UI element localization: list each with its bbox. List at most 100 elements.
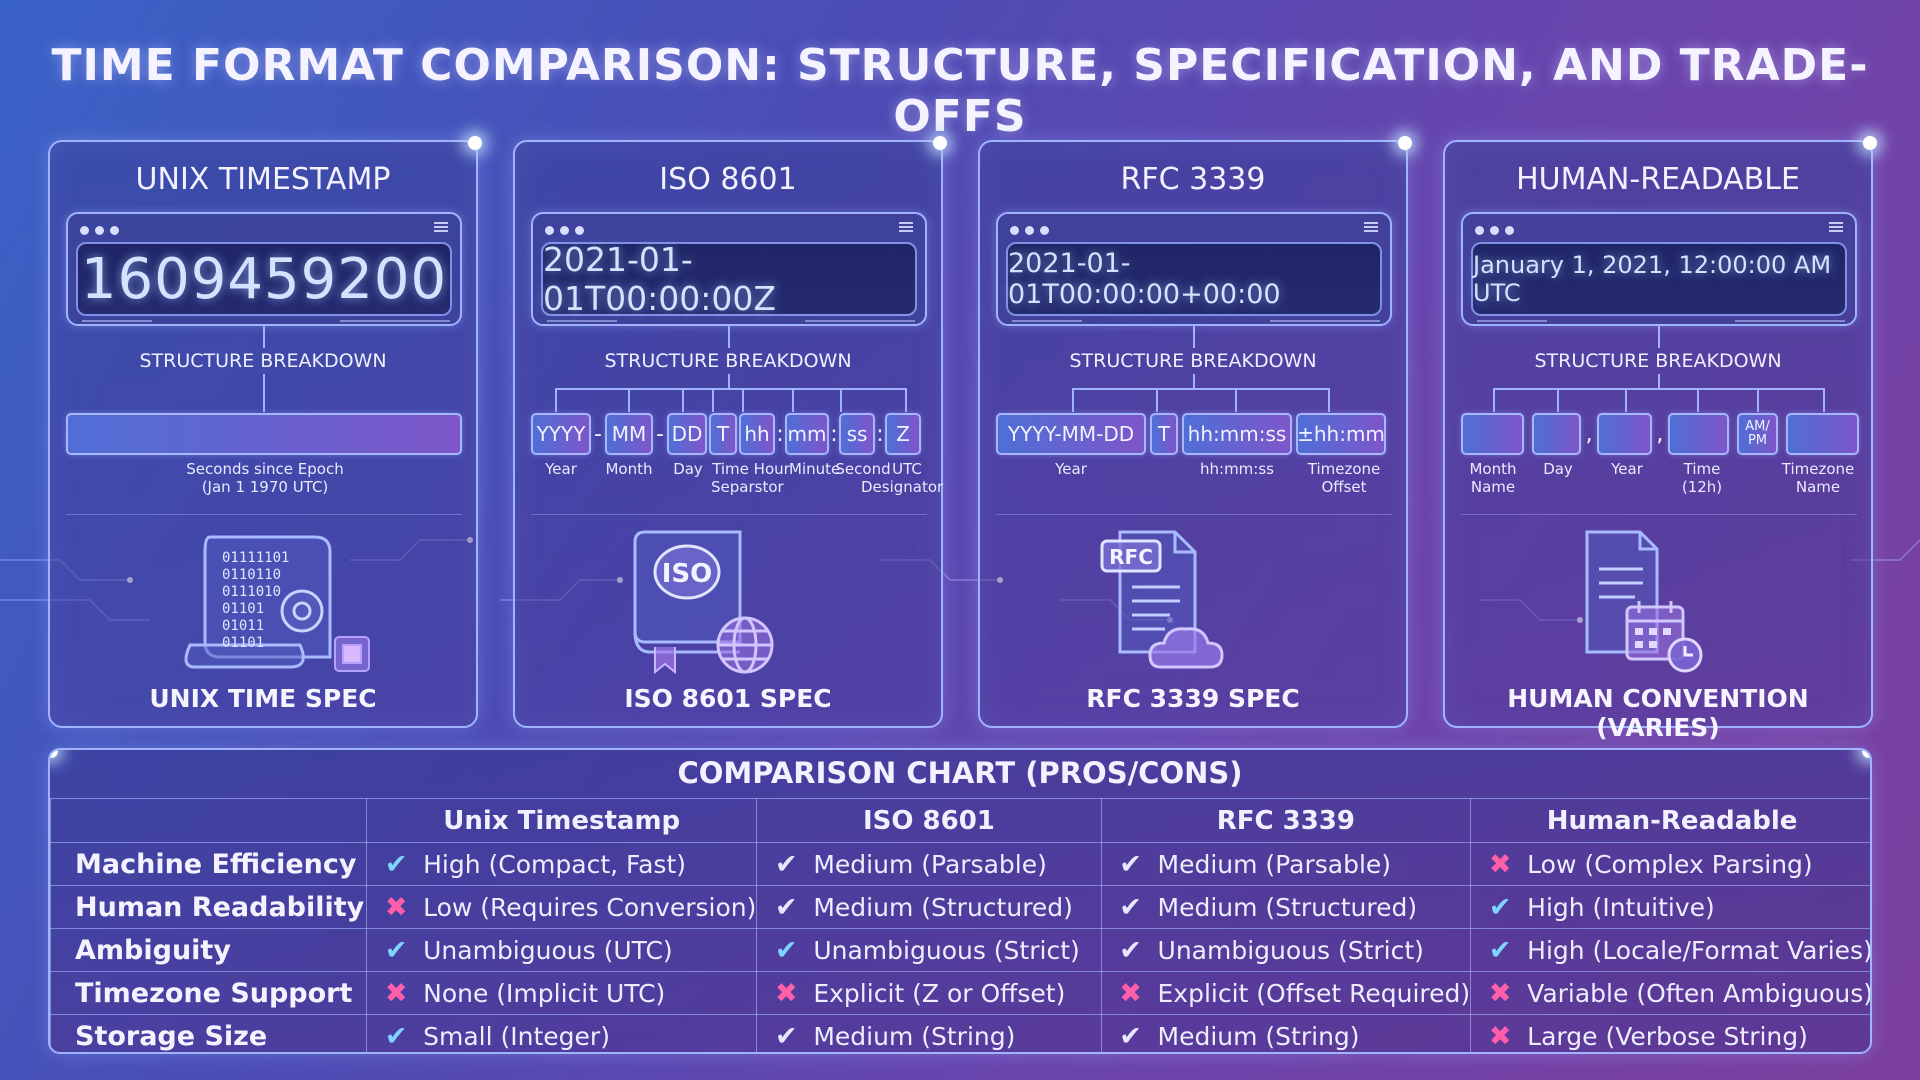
table-cell: ✔ Unambiguous (Strict) [756,928,1102,972]
table-cell: ✔ High (Locale/Format Varies) [1470,928,1872,972]
table-cell: ✔ Unambiguous (Strict) [1100,928,1472,972]
table-cell: ✔ Unambiguous (UTC) [366,928,758,972]
segment-timezone-name [1786,413,1859,455]
segment-labels: Seconds since Epoch (Jan 1 1970 UTC) [66,460,464,504]
separator: - [656,421,664,447]
cell-text: Explicit (Offset Required) [1157,978,1471,1008]
row-label: Human Readability [50,885,368,929]
card-unix-timestamp: UNIX TIMESTAMP 1609459200 STRUCTURE BREA… [48,136,482,728]
document-calendar-clock-icon [1545,527,1775,677]
cross-icon: ✖ [1119,977,1142,1009]
segment-label: Year [1611,460,1643,478]
cross-icon: ✖ [1488,848,1512,880]
cell-text: High (Compact, Fast) [423,849,687,879]
seconds-segment [66,413,462,455]
glow-dot [1862,750,1870,758]
table-cell: ✔ Medium (Structured) [756,885,1102,929]
row-label: Ambiguity [50,928,368,972]
segment-label: (12h) [1681,478,1723,496]
timestamp-display: 1609459200 [76,242,452,316]
menu-icon [434,222,448,232]
separator: - [594,421,602,447]
segment-label: Minute [789,460,841,478]
cell-text: Small (Integer) [423,1021,610,1051]
table-title: COMPARISON CHART (PROS/CONS) [677,756,1243,790]
spec-label: UNIX TIME SPEC [149,684,377,713]
table-cell: ✔ Medium (String) [1100,1014,1472,1052]
segment-label: Offset [1321,478,1367,496]
column-header: RFC 3339 [1100,798,1472,843]
svg-text:0110110: 0110110 [222,567,281,583]
separator: : [776,421,784,447]
card-title: UNIX TIMESTAMP [135,162,391,197]
segment-utc: Z [885,413,921,455]
rfc-document-cloud-icon: RFC [1080,527,1310,677]
cell-text: Medium (Parsable) [813,849,1047,879]
check-icon: ✔ [384,934,408,966]
segment-bar [66,412,464,456]
segment-second: ss [839,413,875,455]
svg-text:RFC: RFC [1109,545,1153,569]
table-row: Storage Size ✔ Small (Integer) ✔ Medium (Str… [50,1014,1870,1052]
segment-label: Year [1055,460,1087,478]
segment-label: Separstor [711,478,784,496]
separator: , [1585,421,1593,447]
glow-dot [1398,136,1412,150]
comparison-chart: COMPARISON CHART (PROS/CONS) Unix Timest… [48,748,1872,1054]
check-icon: ✔ [1119,848,1142,880]
segment-label: Day [673,460,703,478]
table-cell: ✔ High (Compact, Fast) [366,842,758,886]
table-cell: ✖ Explicit (Z or Offset) [756,971,1102,1015]
cell-text: Medium (Parsable) [1157,849,1392,879]
display-window: 1609459200 [66,212,462,326]
page-title: TIME FORMAT COMPARISON: STRUCTURE, SPECI… [51,40,1869,142]
segment-label: Second [835,460,891,478]
menu-icon [1829,222,1843,232]
svg-text:01101: 01101 [222,601,264,617]
segment-labels: Year Month Day Time Hour Separstor Minut… [531,460,943,504]
check-icon: ✔ [384,848,408,880]
card-title: HUMAN-READABLE [1516,162,1800,197]
segment-label: Time [1683,460,1721,478]
table-row: Ambiguity ✔ Unambiguous (UTC) ✔ Unambiguous … [50,928,1872,972]
separator: : [830,421,838,447]
card-human-readable: HUMAN-READABLE January 1, 2021, 12:00:00… [1443,136,1877,742]
segment-label: Time Hour [712,460,790,478]
table-cell: ✖ None (Implicit UTC) [366,971,758,1015]
segment-time [1667,413,1729,455]
svg-text:01011: 01011 [222,618,264,634]
column-header: ISO 8601 [756,798,1102,843]
segment-row: YYYY-MM-DD T hh:mm:ss ±hh:mm [996,412,1394,456]
table-cell: ✖ Variable (Often Ambiguous) [1470,971,1870,1015]
table-header-row: Unix Timestamp ISO 8601 RFC 3339 Human-R… [50,798,1870,843]
timestamp-display: January 1, 2021, 12:00:00 AM UTC [1471,242,1847,316]
segment-year: YYYY [531,413,591,455]
scroll-binary-gear-icon: 01111101 0110110 0111010 01101 01011 011… [150,527,380,677]
separator: : [876,421,884,447]
segment-label: UTC [892,460,922,478]
cell-text: Medium (Structured) [813,892,1073,922]
timestamp-display: 2021-01-01T00:00:00Z [541,240,917,318]
window-dots-icon [545,222,590,240]
cell-text: Medium (String) [1157,1021,1360,1051]
check-icon: ✔ [1119,934,1142,966]
segment-label: Month [1469,460,1517,478]
cell-text: Unambiguous (Strict) [1157,935,1424,965]
table-cell: ✔ Medium (Parsable) [1100,842,1472,886]
segment-time-separator: T [1150,413,1178,455]
cell-text: High (Locale/Format Varies) [1527,935,1872,965]
check-icon: ✔ [775,1020,798,1052]
cell-text: Unambiguous (UTC) [423,935,673,965]
row-label: Machine Efficiency [50,842,368,886]
window-dots-icon [80,222,125,240]
window-dots-icon [1475,222,1520,240]
check-icon: ✔ [775,934,798,966]
window-dots-icon [1010,222,1055,240]
segment-date: YYYY-MM-DD [996,413,1146,455]
segment-label: Timezone [1781,460,1855,478]
separator: , [1656,421,1664,447]
glow-dot [933,136,947,150]
segment-am-pm: AM/PM [1736,413,1779,455]
segment-label: Year [545,460,577,478]
row-label: Timezone Support [50,971,368,1015]
